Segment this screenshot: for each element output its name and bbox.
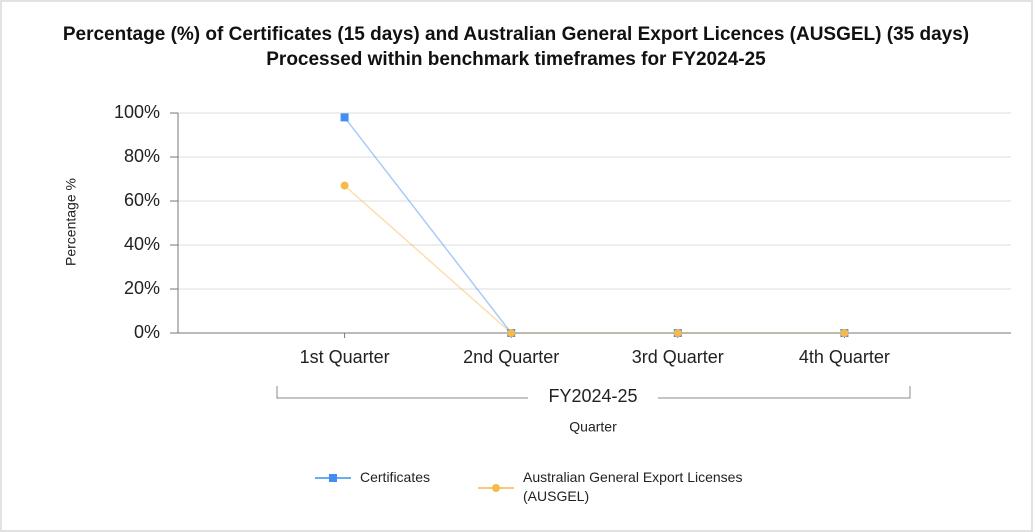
legend-marker (492, 484, 500, 492)
chart-title: Percentage (%) of Certificates (15 days)… (62, 24, 970, 70)
y-tick-label: 100% (114, 102, 160, 122)
group-label-bg (528, 386, 658, 408)
x-tick-label: 1st Quarter (300, 347, 390, 367)
x-tick-label: 3rd Quarter (632, 347, 724, 367)
data-point (507, 329, 516, 337)
data-point (673, 329, 682, 337)
x-tick-label: 2nd Quarter (463, 347, 559, 367)
x-axis-label: Quarter (569, 419, 617, 435)
y-tick-label: 20% (124, 278, 160, 298)
y-tick-label: 60% (124, 190, 160, 210)
series-line (344, 116, 845, 334)
y-axis-label: Percentage % (63, 178, 79, 266)
legend-marker (329, 474, 337, 482)
data-point (340, 113, 349, 122)
data-point (840, 329, 849, 337)
y-tick-label: 0% (134, 322, 160, 342)
y-tick-label: 80% (124, 146, 160, 166)
legend-label: Australian General Export Licenses (AUSG… (523, 469, 743, 504)
data-point (340, 181, 349, 190)
legend-label: Certificates (360, 469, 431, 485)
y-tick-label: 40% (124, 234, 160, 254)
group-label: FY2024-25 (548, 386, 637, 406)
series-line (344, 185, 845, 334)
x-tick-label: 4th Quarter (799, 347, 890, 367)
